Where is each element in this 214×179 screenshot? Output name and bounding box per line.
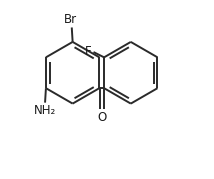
Text: O: O	[97, 112, 106, 124]
Text: Br: Br	[64, 13, 77, 26]
Text: NH₂: NH₂	[34, 104, 56, 117]
Text: F: F	[85, 45, 91, 58]
